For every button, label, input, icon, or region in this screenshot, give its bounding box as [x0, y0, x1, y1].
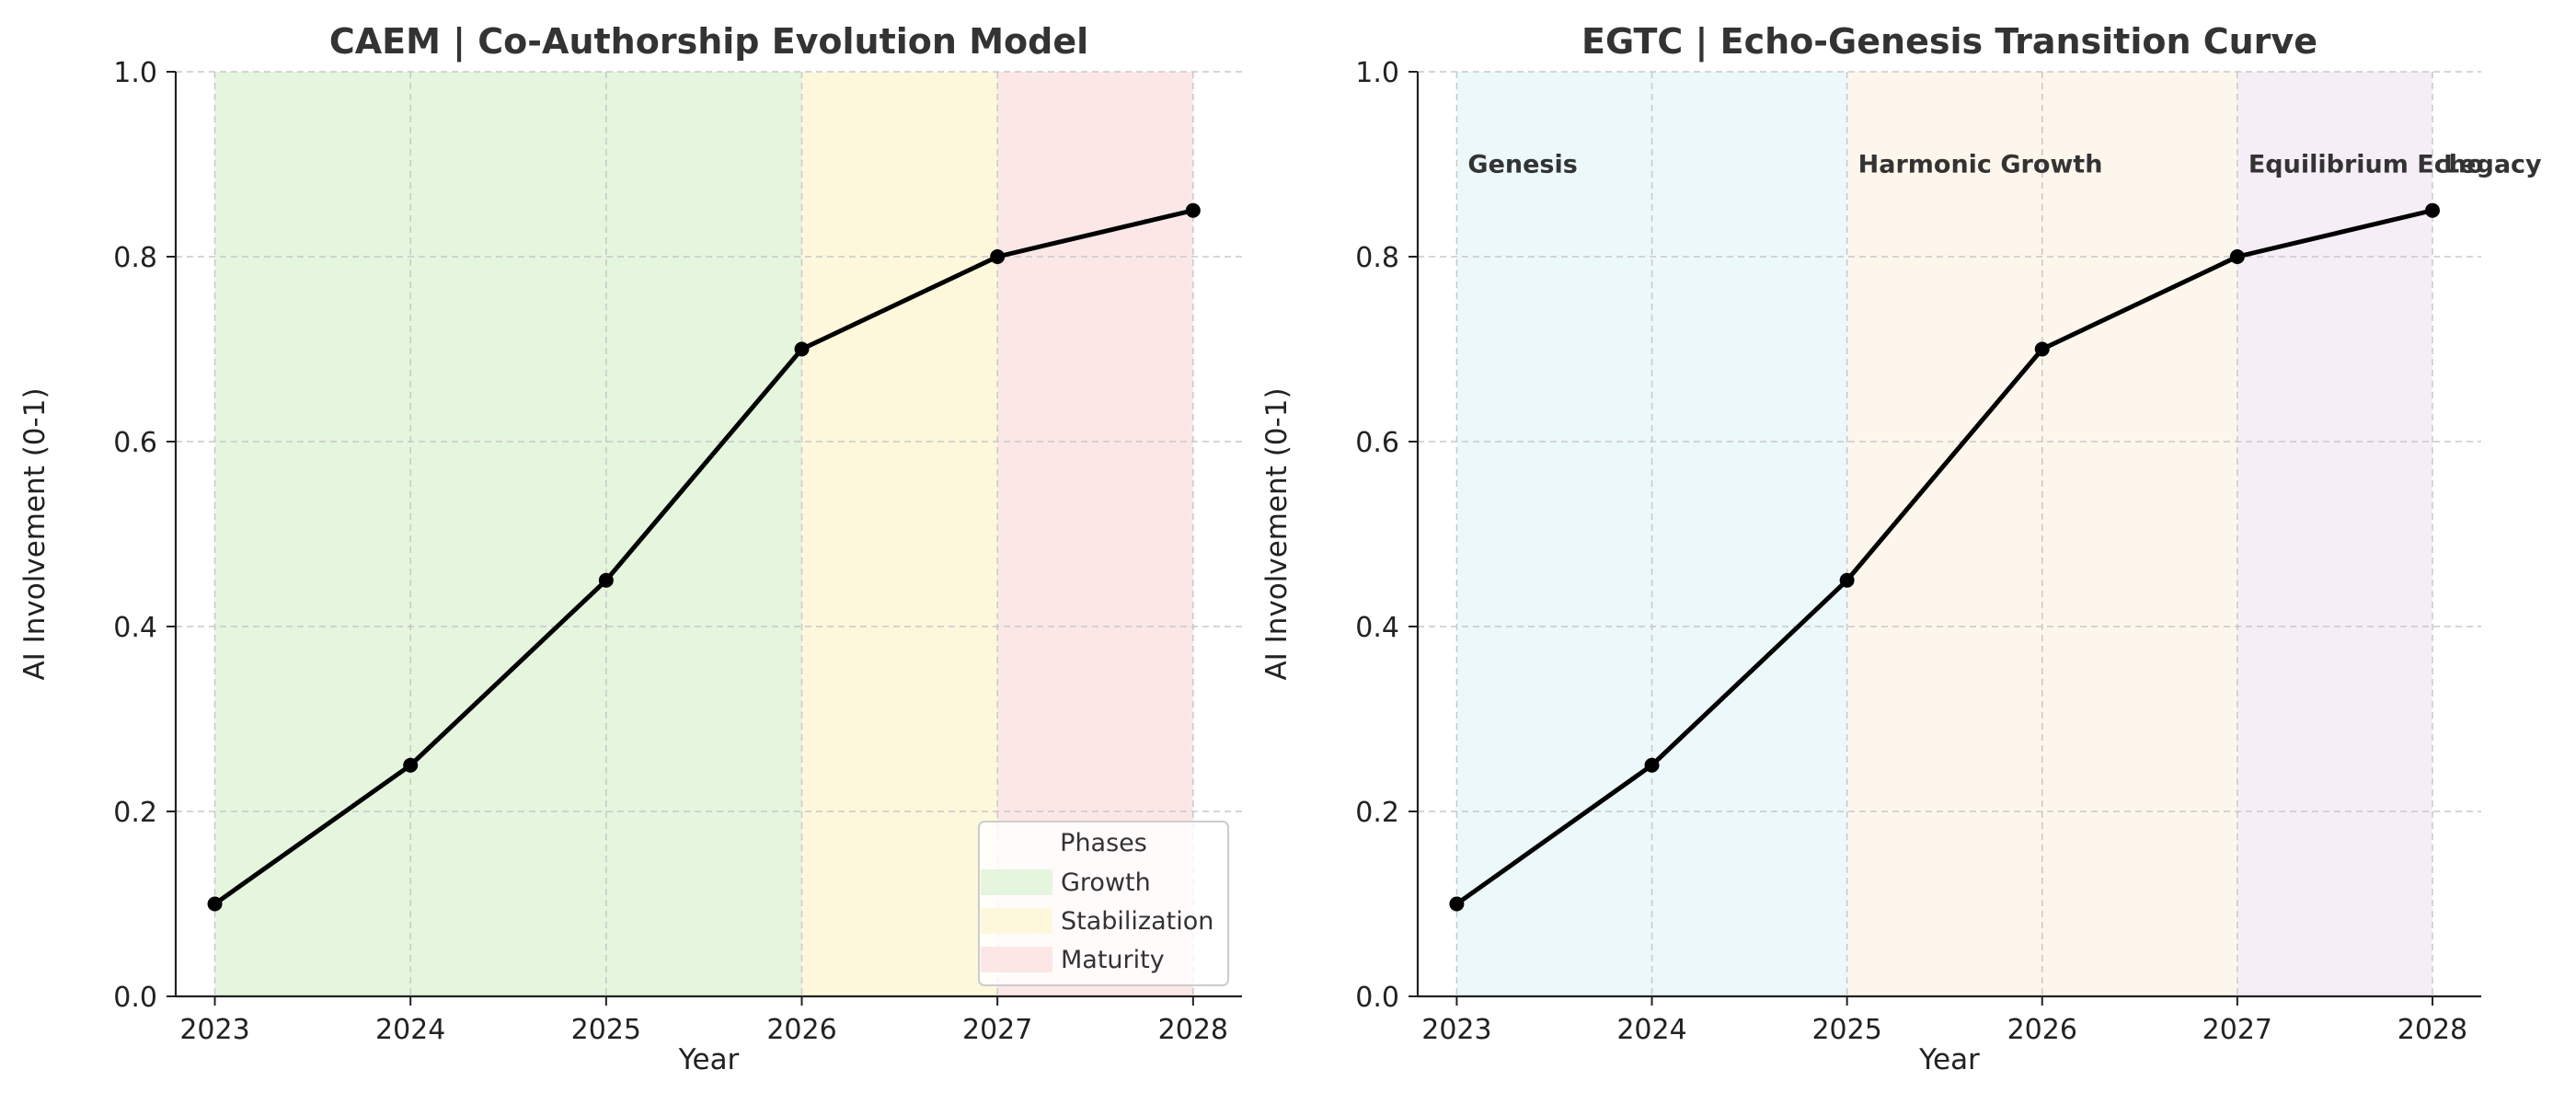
x-tick-label: 2026 — [2007, 1014, 2077, 1046]
x-tick-label: 2028 — [2398, 1014, 2467, 1046]
x-tick-label: 2023 — [1421, 1014, 1491, 1046]
legend-title: Phases — [1060, 829, 1147, 857]
y-tick-label: 0.2 — [113, 797, 157, 829]
phase-band — [1456, 72, 1847, 996]
series-line — [213, 208, 1194, 906]
legend-swatch — [981, 869, 1052, 895]
legend-label: Stabilization — [1061, 907, 1213, 936]
y-tick-label: 0.8 — [113, 242, 157, 274]
x-tick-label: 2025 — [571, 1014, 641, 1046]
y-tick-label: 1.0 — [113, 57, 157, 89]
data-point — [207, 896, 223, 912]
phase-label: Genesis — [1467, 151, 1577, 179]
series-line — [1455, 208, 2433, 906]
phase-label: Legacy — [2444, 151, 2542, 179]
chart-title: CAEM | Co-Authorship Evolution Model — [329, 21, 1088, 63]
phase-label: Equilibrium Echo — [2248, 151, 2484, 179]
x-axis-label: Year — [678, 1043, 740, 1076]
data-point — [598, 572, 614, 588]
x-tick-label: 2027 — [2202, 1014, 2272, 1046]
data-point — [794, 341, 810, 357]
phase-label: Harmonic Growth — [1858, 151, 2103, 179]
chart-egtc: 2023 2024 2025 2026 2027 2028 0.0 0.2 0.4 0.6 0.8 1… — [1260, 21, 2542, 1076]
y-tick-label: 0.6 — [1355, 427, 1399, 459]
data-point — [2229, 249, 2245, 264]
x-tick-label: 2025 — [1811, 1014, 1881, 1046]
legend: Phases Growth Stabilization Maturity — [978, 821, 1229, 986]
data-point — [1185, 202, 1201, 218]
phase-band — [2237, 72, 2432, 996]
y-tick-label: 0.0 — [113, 982, 157, 1014]
x-tick-label: 2026 — [766, 1014, 836, 1046]
data-point — [1644, 757, 1660, 773]
y-tick-label: 0.2 — [1355, 797, 1399, 829]
phase-band — [214, 72, 802, 996]
x-axis-label: Year — [1918, 1043, 1980, 1076]
data-point — [1839, 572, 1855, 588]
y-axis-label: AI Involvement (0-1) — [1260, 387, 1294, 680]
y-tick-label: 0.4 — [113, 612, 157, 644]
x-tick-label: 2024 — [375, 1014, 445, 1046]
x-tick-label: 2023 — [179, 1014, 249, 1046]
data-point — [403, 757, 419, 773]
x-tick-label: 2024 — [1616, 1014, 1686, 1046]
data-point — [2034, 341, 2050, 357]
y-tick-label: 0.4 — [1355, 612, 1399, 644]
data-point — [2424, 202, 2440, 218]
phase-band — [1846, 72, 2237, 996]
legend-swatch — [981, 908, 1052, 934]
y-tick-label: 1.0 — [1355, 57, 1399, 89]
y-tick-label: 0.8 — [1355, 242, 1399, 274]
y-tick-label: 0.6 — [113, 427, 157, 459]
chart-caem: 2023 2024 2025 2026 2027 2028 0.0 0.2 0.4 0.6 0.8 1… — [18, 21, 1242, 1076]
legend-label: Growth — [1061, 868, 1151, 897]
data-point — [990, 249, 1006, 264]
x-tick-label: 2028 — [1158, 1014, 1228, 1046]
data-point — [1449, 896, 1465, 912]
phase-band — [801, 72, 998, 996]
x-tick-label: 2027 — [962, 1014, 1032, 1046]
chart-title: EGTC | Echo-Genesis Transition Curve — [1581, 21, 2317, 63]
legend-box — [978, 821, 1229, 986]
legend-label: Maturity — [1061, 946, 1165, 974]
legend-swatch — [981, 947, 1052, 972]
y-tick-label: 0.0 — [1355, 982, 1399, 1014]
y-axis-label: AI Involvement (0-1) — [18, 387, 52, 680]
